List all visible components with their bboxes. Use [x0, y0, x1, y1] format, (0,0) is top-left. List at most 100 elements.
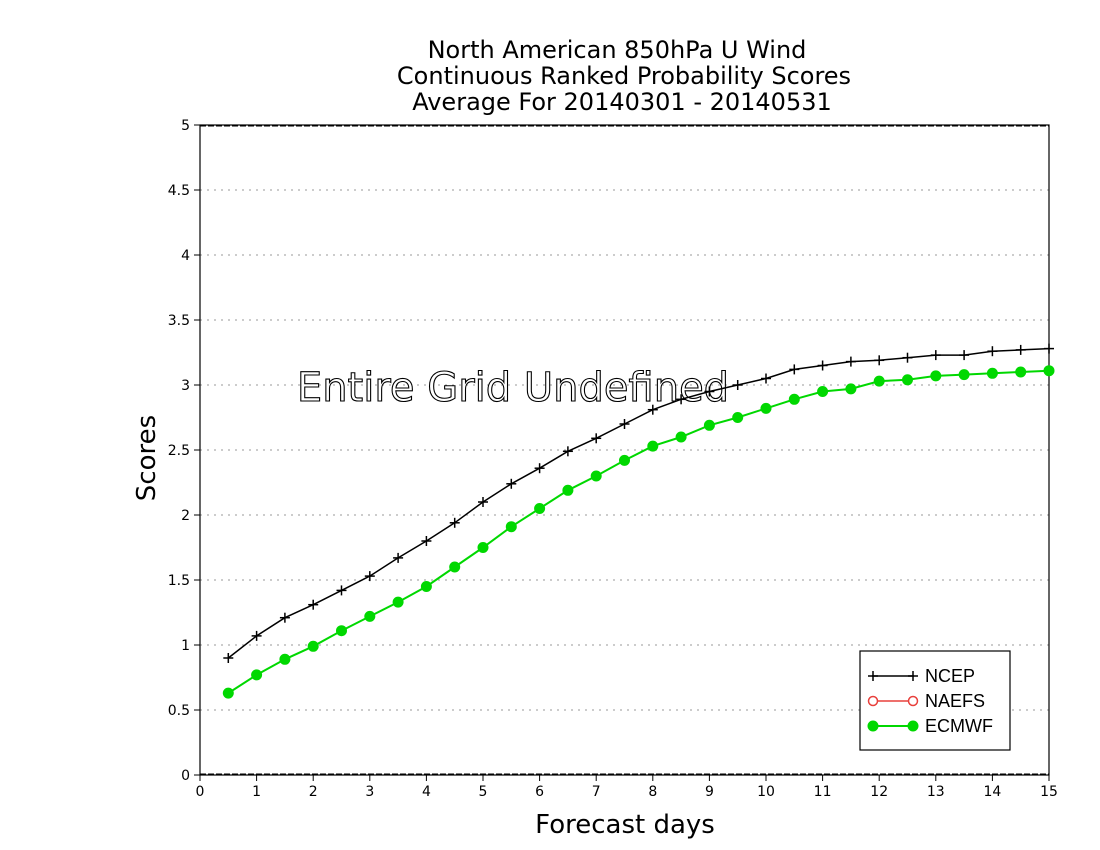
y-tick-label: 4.5: [168, 183, 190, 199]
x-tick-label: 15: [1040, 784, 1058, 800]
legend-ncep-marker: [908, 671, 918, 681]
ecmwf-point: [1043, 365, 1055, 377]
y-tick-label: 2.5: [168, 443, 190, 459]
legend-ecmwf-label: ECMWF: [925, 716, 993, 736]
ncep-point: [1044, 343, 1054, 354]
ecmwf-point: [307, 640, 319, 652]
legend-ecmwf-marker: [867, 720, 879, 732]
grid: [200, 189, 1049, 711]
axis-ticks: 00.511.522.533.544.550 1 2 3 4 5 6 7 8 9 10 11 12 13 1…: [168, 118, 1058, 800]
x-tick-label: 1: [252, 784, 261, 800]
legend-ncep-marker: [868, 671, 878, 681]
ecmwf-line: [227, 369, 1050, 694]
ecmwf-point: [732, 412, 744, 423]
ncep-point: [817, 360, 828, 371]
y-tick-label: 3.5: [168, 313, 190, 329]
ecmwf-point: [958, 369, 970, 381]
ecmwf-point: [619, 454, 630, 466]
x-tick-label: 12: [870, 784, 888, 800]
ecmwf-point: [505, 521, 517, 533]
ecmwf-point: [902, 374, 913, 386]
y-tick-label: 0.5: [168, 703, 190, 719]
ecmwf-point: [873, 375, 885, 387]
y-tick-label: 3: [181, 378, 190, 394]
ecmwf-point: [845, 383, 857, 395]
ncep-point: [789, 364, 800, 375]
ncep-point: [562, 446, 573, 457]
ncep-point: [902, 352, 913, 363]
ecmwf-point: [1015, 366, 1027, 378]
ecmwf-point: [477, 542, 489, 553]
x-tick-label: 9: [705, 784, 714, 800]
ncep-point: [364, 571, 375, 582]
ncep-point: [647, 404, 658, 415]
series-layer: [222, 343, 1055, 699]
y-tick-label: 4: [181, 248, 190, 264]
ncep-point: [478, 497, 488, 507]
x-tick-label: 4: [422, 784, 431, 800]
y-tick-label: 5: [181, 118, 190, 134]
ncep-point: [732, 380, 743, 390]
x-tick-label: 8: [648, 784, 657, 800]
ncep-point: [930, 350, 941, 361]
ecmwf-point: [703, 419, 715, 431]
legend-naefs-marker: [867, 695, 879, 707]
ncep-point: [449, 517, 460, 528]
ecmwf-point: [420, 581, 432, 592]
y-tick-label: 1: [181, 638, 190, 654]
ecmwf-point: [817, 386, 829, 397]
ecmwf-point: [986, 367, 998, 379]
ncep-point: [619, 419, 630, 429]
x-tick-label: 5: [479, 784, 488, 800]
ncep-point: [959, 350, 970, 361]
undefined-grid-message: Entire Grid Undefined: [297, 365, 729, 411]
x-axis-title: Forecast days: [535, 810, 715, 840]
chart-subtitle: Continuous Ranked Probability Scores: [397, 62, 851, 90]
ncep-point: [874, 355, 885, 366]
x-tick-label: 0: [196, 784, 205, 800]
x-tick-label: 7: [592, 784, 601, 800]
y-axis-title: Scores: [132, 415, 162, 501]
ecmwf-point: [647, 440, 659, 452]
ecmwf-point: [449, 561, 461, 573]
ecmwf-point: [590, 470, 602, 482]
legend: NCEP NAEFS ECMWF: [859, 650, 1011, 751]
chart-title: North American 850hPa U Wind: [428, 36, 807, 64]
x-tick-label: 3: [365, 784, 374, 800]
legend-ncep-label: NCEP: [925, 666, 975, 686]
ecmwf-point: [534, 503, 546, 514]
ecmwf-point: [675, 431, 687, 443]
ncep-point: [251, 630, 262, 641]
ecmwf-point: [930, 370, 942, 382]
y-tick-label: 0: [181, 768, 190, 784]
ecmwf-point: [222, 687, 234, 699]
x-tick-label: 14: [983, 784, 1001, 800]
ecmwf-point: [562, 484, 574, 496]
ecmwf-point: [364, 610, 376, 622]
ecmwf-point: [279, 653, 291, 665]
ncep-point: [676, 394, 687, 405]
ecmwf-point: [251, 669, 263, 681]
x-tick-label: 11: [814, 784, 832, 800]
ncep-point: [761, 373, 771, 384]
ncep-point: [336, 585, 347, 596]
chart-date-range: Average For 20140301 - 20140531: [412, 88, 832, 116]
y-tick-label: 2: [181, 508, 190, 524]
ncep-point: [1015, 344, 1026, 355]
y-tick-label: 1.5: [168, 573, 190, 589]
ncep-point: [421, 536, 432, 546]
ncep-point: [845, 356, 856, 367]
ncep-point: [704, 386, 715, 397]
ncep-point: [279, 612, 290, 623]
x-tick-label: 13: [927, 784, 945, 800]
ecmwf-point: [760, 402, 772, 414]
x-tick-label: 2: [309, 784, 318, 800]
ncep-point: [223, 653, 234, 663]
ecmwf-point: [392, 596, 404, 608]
ncep-point: [987, 346, 998, 357]
ncep-point: [506, 478, 517, 489]
legend-naefs-label: NAEFS: [925, 691, 985, 711]
ncep-point: [308, 599, 319, 610]
ecmwf-point: [336, 625, 347, 637]
